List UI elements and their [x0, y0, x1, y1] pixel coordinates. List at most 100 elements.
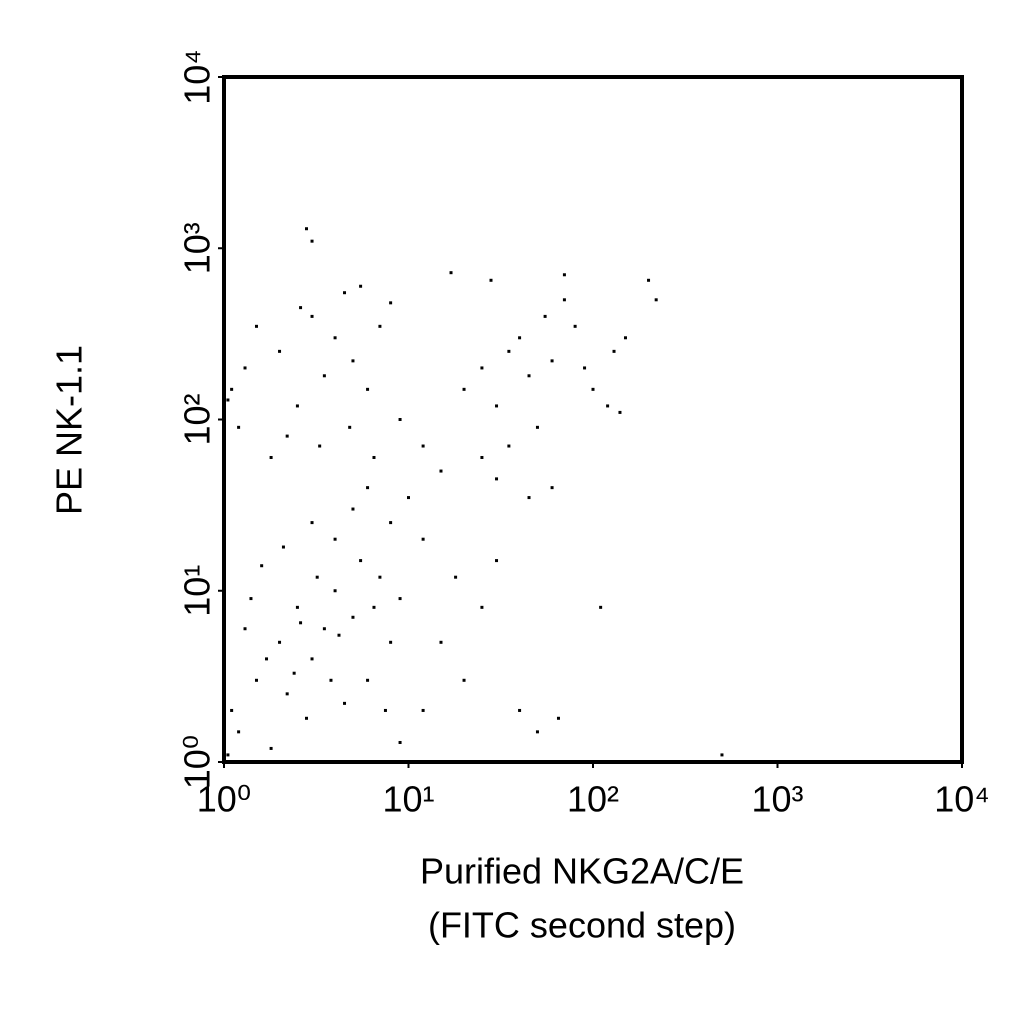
y-tick-label: 10⁰ — [177, 735, 218, 789]
point — [230, 387, 234, 391]
point — [495, 477, 499, 481]
point — [295, 605, 299, 609]
point — [623, 336, 627, 340]
point — [647, 278, 651, 282]
point — [527, 496, 531, 500]
point — [462, 678, 466, 682]
point — [383, 708, 387, 712]
point — [378, 575, 382, 579]
point — [337, 633, 341, 637]
point — [295, 404, 299, 408]
point — [562, 298, 566, 302]
point — [543, 314, 547, 318]
point — [398, 597, 402, 601]
point — [480, 455, 484, 459]
point — [398, 418, 402, 421]
point — [480, 366, 484, 370]
point — [535, 425, 539, 429]
point — [550, 486, 554, 490]
plot-points — [226, 227, 724, 757]
x-tick-label: 10⁴ — [934, 779, 990, 820]
x-tick-label: 10³ — [751, 779, 803, 820]
point — [389, 640, 393, 644]
point — [389, 301, 393, 305]
plot-frame — [222, 75, 964, 764]
point — [556, 716, 560, 720]
point — [606, 404, 610, 408]
point — [269, 746, 273, 750]
point — [573, 324, 577, 328]
point — [351, 359, 355, 363]
point — [281, 545, 285, 549]
y-tick-label: 10² — [177, 393, 218, 445]
point — [372, 605, 376, 609]
point — [299, 306, 303, 310]
point — [366, 387, 370, 391]
x-axis-label: (FITC second step) — [428, 905, 736, 946]
point — [310, 239, 314, 243]
point — [333, 589, 337, 593]
point — [305, 227, 309, 231]
point — [495, 404, 499, 408]
point — [518, 708, 522, 712]
point — [310, 657, 314, 661]
point — [462, 387, 466, 391]
point — [439, 469, 443, 473]
point — [359, 284, 363, 288]
point — [366, 678, 370, 682]
point — [407, 496, 410, 500]
point — [278, 640, 282, 644]
point — [599, 605, 603, 609]
x-tick-label: 10¹ — [382, 779, 434, 820]
point — [507, 349, 511, 353]
point — [265, 657, 269, 661]
x-tick-label: 10⁰ — [197, 779, 251, 820]
point — [254, 678, 258, 682]
point — [535, 730, 539, 734]
y-tick-label: 10³ — [177, 222, 218, 274]
point — [366, 486, 370, 490]
point — [285, 692, 289, 696]
point — [591, 387, 595, 391]
point — [351, 615, 355, 619]
point — [243, 627, 247, 631]
point — [315, 575, 319, 579]
point — [333, 336, 337, 340]
point — [389, 521, 393, 525]
point — [329, 678, 333, 682]
point — [612, 349, 616, 353]
point — [322, 374, 326, 378]
point — [618, 410, 622, 414]
point — [378, 324, 382, 328]
point — [562, 273, 566, 277]
point — [421, 537, 425, 541]
point — [230, 708, 234, 712]
point — [348, 425, 352, 429]
point — [439, 640, 443, 644]
point — [333, 537, 337, 541]
y-tick-label: 10⁴ — [177, 49, 218, 105]
point — [343, 291, 347, 295]
point — [372, 455, 376, 459]
point — [480, 605, 484, 609]
point — [292, 671, 296, 675]
point — [237, 425, 241, 429]
point — [310, 521, 314, 525]
point — [269, 455, 273, 459]
point — [351, 507, 355, 511]
point — [454, 575, 458, 579]
point — [398, 740, 402, 744]
point — [237, 730, 241, 734]
point — [583, 366, 587, 370]
point — [449, 271, 453, 275]
point — [359, 559, 363, 563]
point — [527, 374, 531, 378]
point — [299, 621, 303, 625]
x-axis-label: Purified NKG2A/C/E — [420, 851, 744, 892]
point — [226, 753, 230, 757]
y-tick-label: 10¹ — [177, 565, 218, 617]
point — [322, 627, 326, 631]
point — [507, 444, 511, 448]
point — [318, 444, 322, 448]
